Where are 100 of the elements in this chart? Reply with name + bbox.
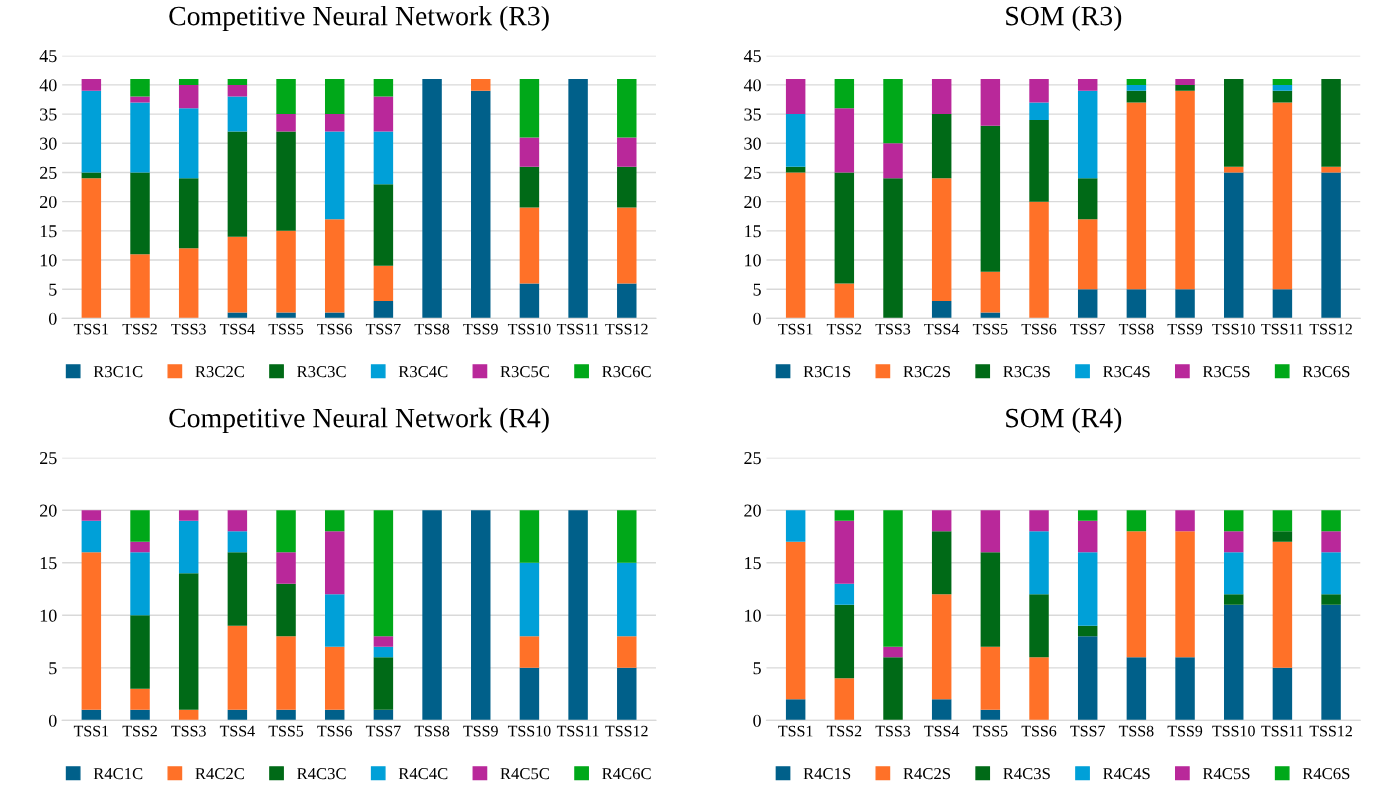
bar xyxy=(785,699,806,721)
y-tick-label: 10 xyxy=(745,609,761,622)
bar xyxy=(1175,90,1195,290)
bar xyxy=(1077,289,1098,319)
bar xyxy=(324,510,345,532)
bar xyxy=(276,510,296,553)
bar xyxy=(1272,102,1293,290)
x-tick-label: TSS10 xyxy=(507,323,551,335)
bar xyxy=(227,709,248,721)
y-tick-label: 15 xyxy=(40,557,57,570)
bar xyxy=(373,300,394,319)
bar xyxy=(130,709,150,721)
bar xyxy=(81,520,102,553)
x-tick-label: TSS11 xyxy=(1261,323,1303,335)
legend-label: R3C3S xyxy=(1003,366,1050,378)
bar xyxy=(834,172,855,284)
bar xyxy=(130,510,150,542)
x-tick-label: TSS7 xyxy=(1070,725,1105,737)
y-tick-label: 20 xyxy=(40,195,57,209)
y-tick-label: 0 xyxy=(753,714,761,727)
x-tick-label: TSS1 xyxy=(73,323,109,335)
chart-title: SOM (R3) xyxy=(1006,5,1122,32)
bar xyxy=(931,79,952,115)
bar xyxy=(276,636,296,710)
bar xyxy=(931,531,952,595)
bar xyxy=(324,114,345,132)
bar xyxy=(1126,531,1147,658)
bar xyxy=(1029,657,1049,721)
x-tick-label: TSS10 xyxy=(507,725,551,737)
x-tick-label: TSS8 xyxy=(1118,323,1154,335)
legend-label: R3C4S xyxy=(1103,366,1150,378)
x-tick-label: TSS9 xyxy=(1167,725,1203,737)
x-tick-label: TSS2 xyxy=(122,725,157,737)
legend-label: R4C4C xyxy=(398,768,448,780)
y-tick-label: 15 xyxy=(40,225,57,238)
y-tick-label: 20 xyxy=(744,504,761,517)
x-tick-label: TSS2 xyxy=(122,323,157,335)
bar xyxy=(1321,531,1341,553)
legend-label: R4C4S xyxy=(1103,768,1150,780)
y-tick-label: 10 xyxy=(40,254,57,267)
bar xyxy=(1224,552,1244,595)
x-tick-label: TSS8 xyxy=(414,323,450,335)
bar xyxy=(1029,201,1049,319)
bar xyxy=(1175,510,1195,532)
bar xyxy=(324,531,345,595)
bar xyxy=(1272,510,1293,532)
bar xyxy=(519,79,540,138)
bar xyxy=(178,520,199,574)
y-tick-label: 40 xyxy=(743,79,761,92)
x-tick-label: TSS2 xyxy=(826,323,862,335)
bar xyxy=(834,108,855,173)
legend-label: R3C5S xyxy=(1202,366,1250,378)
bar xyxy=(834,604,855,679)
x-tick-label: TSS9 xyxy=(463,725,498,737)
legend-label: R3C4C xyxy=(398,366,448,378)
bar xyxy=(617,79,637,138)
bar xyxy=(1077,625,1098,637)
bar xyxy=(178,573,199,710)
bar xyxy=(1077,510,1098,521)
bar xyxy=(178,79,199,85)
y-tick-label: 35 xyxy=(744,108,761,121)
x-tick-label: TSS3 xyxy=(171,725,206,737)
bar xyxy=(883,646,903,658)
bar xyxy=(227,510,248,532)
bar xyxy=(1175,84,1195,91)
bar xyxy=(1272,667,1293,721)
bar xyxy=(1077,636,1098,721)
bar xyxy=(980,552,1001,647)
y-tick-label: 30 xyxy=(744,137,761,150)
x-tick-label: TSS1 xyxy=(73,725,109,737)
bar xyxy=(471,79,491,91)
bar xyxy=(276,131,296,231)
x-tick-label: TSS8 xyxy=(1118,725,1154,737)
bar xyxy=(324,646,345,710)
bar xyxy=(980,646,1001,710)
legend-label: R4C1C xyxy=(93,768,143,780)
bar xyxy=(373,265,394,301)
bar xyxy=(519,283,540,319)
x-tick-label: TSS6 xyxy=(317,323,352,335)
y-tick-label: 10 xyxy=(40,609,57,622)
y-tick-label: 5 xyxy=(753,283,761,296)
bar xyxy=(617,562,637,637)
bar xyxy=(931,300,952,319)
bar xyxy=(1126,510,1147,532)
bar xyxy=(1175,289,1195,319)
bar xyxy=(1224,594,1244,605)
bar xyxy=(980,510,1001,553)
bar xyxy=(81,552,102,710)
bar xyxy=(1224,172,1244,319)
bar xyxy=(227,131,248,237)
legend-label: R4C5S xyxy=(1202,768,1250,780)
bar xyxy=(519,636,540,668)
x-tick-label: TSS6 xyxy=(1021,323,1057,335)
y-tick-label: 40 xyxy=(39,79,57,92)
y-tick-label: 25 xyxy=(744,452,761,465)
bar xyxy=(931,114,952,179)
legend-label: R4C1S xyxy=(803,768,851,780)
x-tick-label: TSS4 xyxy=(219,725,255,737)
bar xyxy=(568,510,588,721)
bar xyxy=(1321,510,1341,532)
